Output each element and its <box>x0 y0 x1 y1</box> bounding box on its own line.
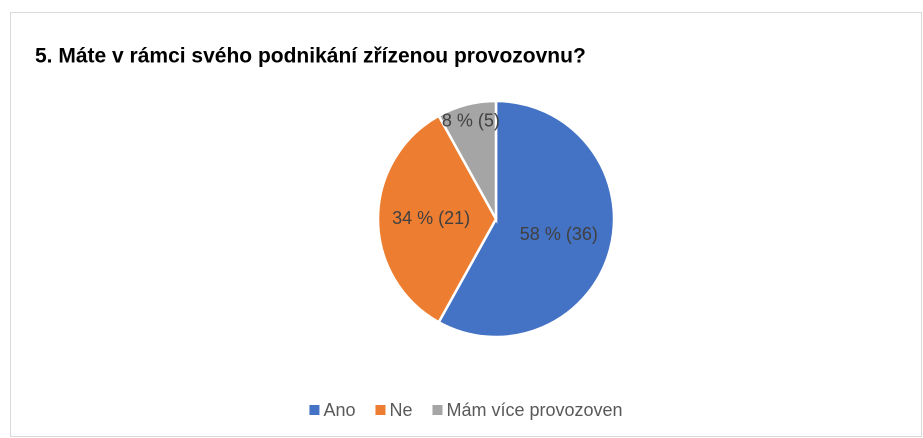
chart-title: 5. Máte v rámci svého podnikání zřízenou… <box>35 45 586 68</box>
legend-label: Ano <box>323 400 355 420</box>
legend-swatch <box>375 405 386 415</box>
legend-swatch <box>309 405 320 415</box>
data-label: 34 % (21) <box>392 208 470 228</box>
legend-label: Ne <box>389 400 412 420</box>
pie-slice <box>437 99 616 339</box>
pie-slice <box>437 99 498 224</box>
data-label: 58 % (36) <box>520 224 598 244</box>
legend-label: Mám více provozoven <box>446 400 622 420</box>
data-label: 8 % (5) <box>442 111 500 131</box>
legend-swatch <box>432 405 443 415</box>
